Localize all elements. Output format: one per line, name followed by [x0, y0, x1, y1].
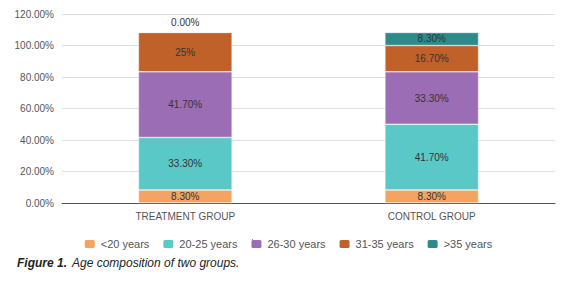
svg-text:0.00%: 0.00% — [26, 198, 54, 209]
svg-text:80.00%: 80.00% — [20, 72, 54, 83]
svg-text:<20 years: <20 years — [101, 238, 150, 250]
svg-text:20-25 years: 20-25 years — [179, 238, 238, 250]
svg-text:8.30%: 8.30% — [418, 191, 446, 202]
svg-text:8.30%: 8.30% — [418, 33, 446, 44]
svg-text:120.00%: 120.00% — [15, 9, 55, 20]
svg-text:0.00%: 0.00% — [171, 17, 199, 28]
svg-text:TREATMENT GROUP: TREATMENT GROUP — [135, 211, 235, 222]
svg-text:Age composition of two groups.: Age composition of two groups. — [71, 256, 239, 270]
svg-text:60.00%: 60.00% — [20, 103, 54, 114]
svg-text:41.70%: 41.70% — [415, 152, 449, 163]
svg-text:40.00%: 40.00% — [20, 135, 54, 146]
svg-text:8.30%: 8.30% — [171, 191, 199, 202]
svg-text:16.70%: 16.70% — [415, 53, 449, 64]
svg-text:CONTROL GROUP: CONTROL GROUP — [388, 211, 476, 222]
svg-text:20.00%: 20.00% — [20, 166, 54, 177]
svg-text:41.70%: 41.70% — [168, 99, 202, 110]
svg-text:33.30%: 33.30% — [415, 93, 449, 104]
svg-text:Figure 1.: Figure 1. — [17, 256, 67, 270]
svg-text:>35 years: >35 years — [444, 238, 493, 250]
svg-text:25%: 25% — [175, 47, 195, 58]
svg-text:31-35 years: 31-35 years — [356, 238, 415, 250]
svg-text:26-30 years: 26-30 years — [267, 238, 326, 250]
svg-text:33.30%: 33.30% — [168, 158, 202, 169]
svg-text:100.00%: 100.00% — [15, 40, 55, 51]
